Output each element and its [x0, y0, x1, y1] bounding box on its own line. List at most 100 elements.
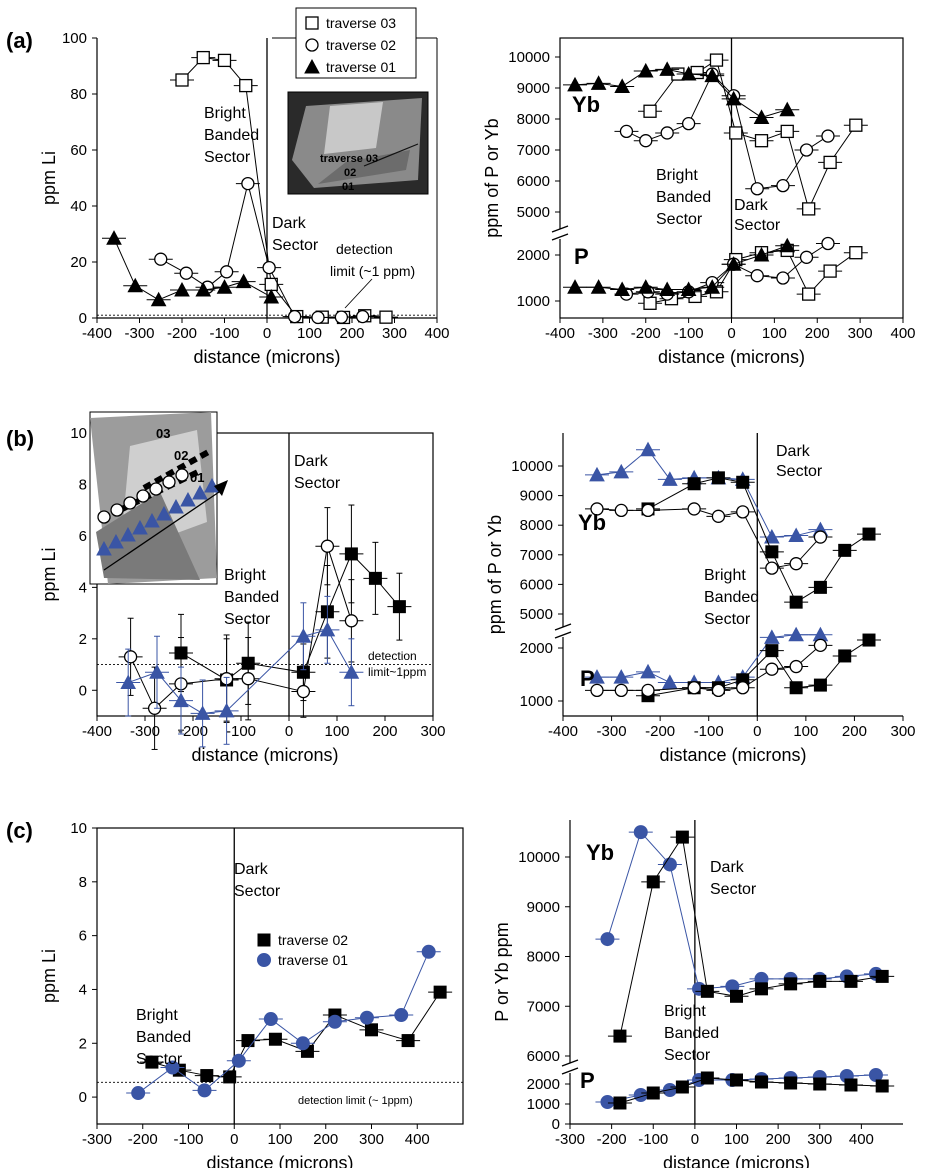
inset-marker [192, 484, 208, 500]
data-point [789, 595, 803, 609]
x-tick-label: -100 [638, 1131, 668, 1148]
data-point [659, 61, 676, 76]
data-point [788, 527, 804, 543]
data-point [823, 264, 837, 278]
annotation: Banded [224, 589, 279, 606]
annotation: Bright [224, 567, 266, 584]
traverse-path [363, 143, 419, 167]
data-point [567, 76, 583, 92]
data-point [736, 475, 750, 489]
data-point [700, 984, 714, 998]
data-point [687, 681, 701, 695]
data-point [838, 649, 852, 663]
y-tick-label: 0 [552, 1116, 560, 1133]
data-point [311, 310, 325, 325]
y-tick-label: 8000 [520, 517, 553, 534]
x-tick-label: -200 [167, 325, 197, 342]
data-point [675, 1080, 689, 1094]
data-point [753, 109, 770, 124]
data-point [223, 1070, 237, 1084]
x-tick-label: 100 [793, 723, 818, 740]
data-point [789, 659, 803, 674]
axis-break-mark [551, 233, 569, 241]
data-point [123, 650, 138, 664]
annotation: Dark [234, 861, 269, 878]
data-point [567, 279, 583, 294]
panel-label: (c) [6, 818, 33, 843]
data-point [217, 53, 232, 68]
inset-marker [156, 505, 172, 521]
y-tick-label: 10000 [518, 849, 560, 866]
legend-marker [305, 16, 319, 30]
annotation: Sector [136, 1051, 183, 1068]
x-tick-label: -200 [128, 1131, 158, 1148]
data-point [646, 1086, 660, 1100]
annotation: Dark [272, 215, 307, 232]
y-tick-label: 9000 [517, 80, 550, 97]
x-tick-label: -100 [674, 325, 704, 342]
data-point [296, 684, 311, 699]
annotation: Sector [272, 237, 319, 254]
data-point [589, 466, 605, 482]
data-point [780, 124, 794, 139]
x-tick-label: -400 [82, 723, 112, 740]
x-axis-label: distance (microns) [658, 347, 805, 367]
data-point [600, 1095, 615, 1109]
data-point [784, 977, 798, 991]
annotation: detection [368, 649, 417, 663]
inset-image: traverse 03 02 01 [287, 91, 429, 195]
x-tick-label: 200 [842, 723, 867, 740]
data-point [174, 281, 190, 297]
data-point [590, 75, 607, 90]
data-point [165, 1060, 180, 1075]
data-point [821, 236, 835, 251]
data-point [641, 683, 655, 698]
y-axis-label: ppm Li [39, 547, 59, 601]
data-point [862, 633, 876, 647]
data-point [646, 875, 660, 889]
data-point [268, 1032, 282, 1046]
x-tick-label: 200 [372, 723, 397, 740]
axis-break-gap [552, 229, 568, 239]
chart-panel-a-li: -400 -300 -200 -100 0 100 200 300 40002040608010… [6, 7, 450, 367]
legend-marker [257, 933, 271, 947]
data-point [730, 1073, 743, 1087]
chart-panel-c-li: -300 -200 -100 0 100 200 300 400 0 2 4 6 8 10 distance… [6, 818, 464, 1168]
y-tick-label: 6 [79, 928, 87, 945]
data-point [875, 1079, 889, 1093]
annotation: Sector [704, 611, 751, 628]
data-point [736, 681, 750, 695]
y-tick-label: 4 [79, 981, 87, 998]
x-tick-label: 0 [727, 325, 735, 342]
x-tick-label: -200 [178, 723, 208, 740]
x-tick-label: 0 [263, 325, 271, 342]
annotation: Bright [704, 567, 746, 584]
x-tick-label: 100 [762, 325, 787, 342]
series-line [596, 448, 821, 538]
data-point [844, 974, 858, 988]
x-tick-label: -300 [82, 1131, 112, 1148]
annotation: Banded [656, 189, 711, 206]
data-point [379, 310, 393, 324]
panel-label: (b) [6, 426, 34, 451]
y-tick-label: 8000 [517, 111, 550, 128]
crystal-facet [318, 150, 410, 184]
data-point [401, 1034, 415, 1048]
data-point [799, 143, 814, 157]
x-tick-label: -200 [597, 1131, 627, 1148]
annotation: limit~1ppm [368, 665, 426, 679]
series-line [647, 639, 870, 697]
arrow-head [214, 480, 228, 496]
annotation: Bright [664, 1003, 706, 1020]
y-axis-label: ppm of P or Yb [482, 118, 502, 237]
y-tick-label: 8000 [527, 949, 560, 966]
data-point [590, 502, 604, 516]
data-point [150, 291, 167, 307]
legend-marker [305, 38, 319, 52]
annotation: Bright [136, 1007, 178, 1024]
panel-label: (a) [6, 28, 33, 53]
data-point [295, 1036, 310, 1051]
data-point [200, 1069, 214, 1083]
x-tick-label: 100 [724, 1131, 749, 1148]
x-tick-label: -400 [545, 325, 575, 342]
